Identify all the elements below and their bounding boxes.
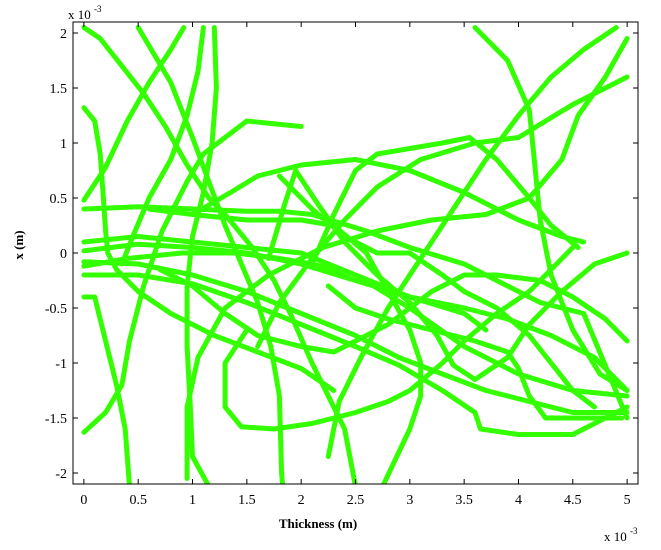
series-line-12 [472, 25, 630, 393]
x-tick-label: 0 [80, 493, 87, 508]
series-line-1 [81, 294, 132, 484]
y-exponent-label: x 10 -3 [68, 4, 102, 22]
y-tick-label: -1.5 [45, 412, 67, 427]
series-line-23 [222, 245, 576, 432]
y-tick-label: -1 [55, 357, 67, 372]
y-axis-label: x (m) [11, 230, 26, 259]
series-line-15 [81, 204, 630, 421]
series-line-5 [81, 25, 187, 203]
y-exponent-base: x 10 [68, 7, 91, 22]
y-tick-label: 0 [60, 247, 67, 262]
svg-text:x 10 -3: x 10 -3 [604, 526, 638, 544]
y-tick-label: 1.5 [50, 82, 68, 97]
x-tick-label: 2 [298, 493, 305, 508]
series-line-9 [184, 36, 630, 481]
x-exponent-base: x 10 [604, 529, 627, 544]
x-tick-label: 5 [624, 493, 631, 508]
x-exponent-label: x 10 -3 [604, 526, 638, 544]
x-tick-label: 3 [406, 493, 413, 508]
series-line-4 [81, 105, 337, 393]
series-line-18 [81, 234, 489, 333]
y-exponent-power: -3 [94, 4, 102, 14]
x-exponent-power: -3 [630, 526, 638, 536]
y-tick-label: -0.5 [45, 302, 67, 317]
y-tick-label: -2 [55, 467, 67, 482]
x-tick-label: 4 [515, 493, 522, 508]
series-line-21 [266, 168, 630, 382]
y-tick-label: 0.5 [50, 192, 68, 207]
x-tick-label: 4.5 [564, 493, 582, 508]
svg-text:x 10 -3: x 10 -3 [68, 4, 102, 22]
x-tick-label: 0.5 [129, 493, 147, 508]
y-axis-ticks: 2 1.5 1 0.5 0 -0.5 -1 -1.5 -2 [45, 27, 638, 482]
series-line-13 [325, 25, 619, 459]
x-tick-label: 1 [189, 493, 196, 508]
x-axis-ticks: 0 0.5 1 1.5 2 2.5 3 3.5 4 4.5 5 [80, 22, 631, 508]
x-tick-label: 2.5 [347, 493, 365, 508]
y-tick-label: 2 [60, 27, 67, 42]
x-tick-label: 1.5 [238, 493, 256, 508]
series-line-7 [184, 25, 219, 484]
series-line-2 [81, 118, 304, 435]
y-tick-label: 1 [60, 137, 67, 152]
series-line-19 [81, 250, 630, 399]
series-group [81, 25, 630, 484]
series-line-11 [255, 74, 630, 349]
x-axis-label: Thickness (m) [279, 516, 357, 531]
series-line-24 [309, 135, 581, 267]
series-line-25 [157, 267, 630, 355]
x-tick-label: 3.5 [455, 493, 473, 508]
series-line-26 [325, 283, 625, 421]
